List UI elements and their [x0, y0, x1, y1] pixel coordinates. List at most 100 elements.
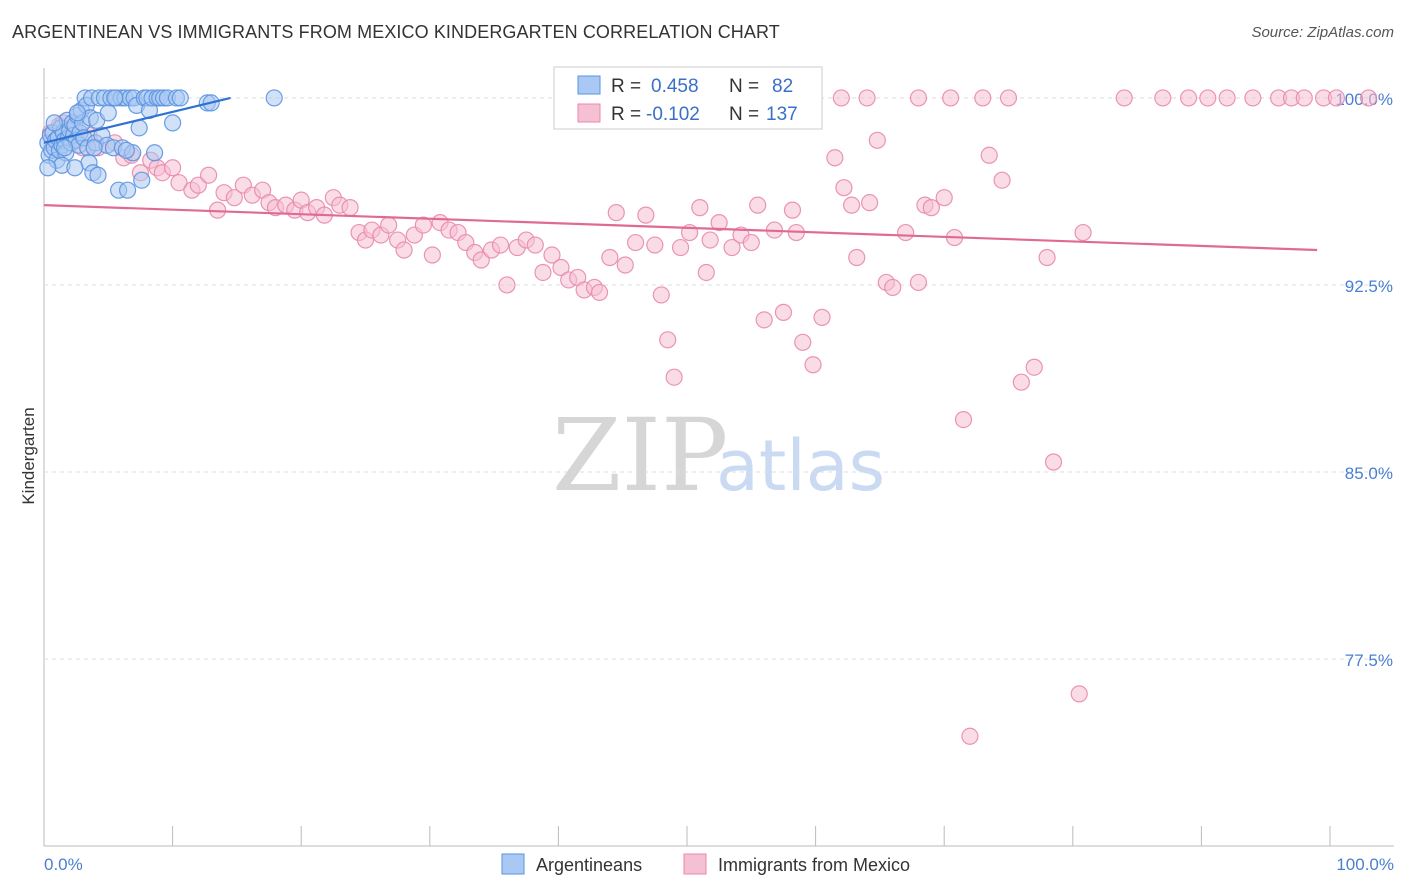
mexico-point-121: [999, 89, 1018, 107]
argentinean-point-78: [68, 104, 87, 122]
argentinean-point-71: [265, 89, 283, 107]
legend-r-label-2: R =: [611, 104, 641, 125]
series-legend-label-argentineans: Argentineans: [536, 855, 642, 875]
y-tick-labels: 100.0%92.5%85.0%77.5%: [1335, 90, 1393, 670]
mexico-point-20: [225, 189, 243, 207]
mexico-point-90: [804, 356, 822, 374]
argentinean-point-61: [145, 144, 164, 162]
mexico-point-66: [607, 204, 625, 222]
y-tick-label-2: 85.0%: [1345, 464, 1393, 483]
mexico-point-70: [646, 236, 664, 254]
mexico-point-118: [909, 89, 928, 107]
y-tick-label-1: 92.5%: [1345, 277, 1393, 296]
argentinean-point-50: [118, 181, 137, 199]
mexico-point-99: [884, 278, 902, 297]
legend-n-label-1: N =: [729, 76, 759, 97]
mexico-point-80: [723, 238, 741, 257]
mexico-point-77: [697, 263, 715, 282]
mexico-point-125: [1199, 89, 1217, 107]
mexico-point-16: [189, 176, 207, 194]
mexico-point-132: [1327, 89, 1346, 107]
mexico-point-120: [974, 89, 992, 107]
mexico-point-115: [1074, 223, 1092, 242]
series-legend-swatch-mexico: [683, 853, 707, 875]
mexico-point-34: [341, 199, 359, 217]
mexico-point-82: [742, 233, 760, 252]
mexico-point-67: [616, 256, 634, 274]
series-argentineans: [39, 89, 283, 199]
trend-lines: [43, 96, 1318, 252]
mexico-point-73: [665, 368, 683, 386]
mexico-point-74: [671, 238, 690, 257]
x-tick-label-start: 0.0%: [44, 855, 83, 874]
mexico-point-124: [1179, 89, 1198, 107]
mexico-point-110: [1012, 373, 1030, 391]
mexico-point-93: [835, 179, 853, 197]
mexico-point-76: [691, 199, 709, 217]
legend-swatch-pink: [577, 103, 601, 123]
mexico-point-83: [749, 196, 767, 214]
legend-swatch-blue: [577, 75, 601, 95]
mexico-point-68: [626, 233, 645, 252]
mexico-point-41: [395, 241, 413, 259]
mexico-point-119: [942, 89, 960, 107]
argentinean-point-73: [66, 159, 84, 177]
mexico-point-86: [774, 303, 793, 321]
legend-n-value-1: 82: [772, 76, 793, 97]
watermark-zip: ZIP: [552, 397, 728, 514]
argentinean-point-79: [85, 139, 103, 157]
x-tick-label-end: 100.0%: [1336, 855, 1394, 874]
argentinean-point-68: [171, 89, 189, 107]
mexico-point-126: [1218, 89, 1236, 107]
mexico-point-111: [1025, 358, 1043, 376]
argentinean-point-81: [45, 114, 63, 132]
mexico-point-56: [526, 236, 544, 254]
mexico-point-122: [1115, 89, 1133, 107]
mexico-point-17: [200, 166, 218, 184]
mexico-point-79: [710, 214, 728, 232]
mexico-point-84: [755, 311, 773, 329]
argentinean-point-80: [106, 89, 124, 107]
mexico-point-103: [922, 199, 940, 217]
argentinean-point-66: [164, 114, 182, 132]
mexico-point-72: [659, 331, 677, 349]
series-legend: Argentineans Immigrants from Mexico: [501, 853, 910, 875]
mexico-point-57: [534, 263, 552, 282]
mexico-point-87: [783, 201, 802, 219]
mexico-point-64: [590, 283, 609, 302]
mexico-point-78: [701, 231, 719, 249]
argentinean-point-76: [39, 159, 57, 177]
argentinean-point-77: [55, 139, 74, 157]
mexico-point-108: [980, 146, 998, 164]
argentinean-point-74: [89, 166, 107, 184]
legend-n-value-2: 137: [766, 104, 798, 125]
mexico-point-100: [897, 223, 915, 242]
mexico-point-106: [954, 410, 973, 429]
mexico-point-14: [170, 174, 188, 192]
mexico-point-123: [1154, 89, 1172, 107]
x-tick-marks: [43, 826, 1331, 846]
mexico-point-39: [380, 216, 398, 234]
mexico-point-53: [498, 276, 516, 294]
mexico-point-89: [794, 333, 812, 351]
argentinean-point-75: [117, 141, 135, 159]
trend-line-argentinean: [43, 96, 231, 144]
mexico-point-44: [423, 246, 441, 264]
mexico-point-52: [491, 236, 510, 254]
y-tick-label-3: 77.5%: [1345, 651, 1393, 670]
mexico-point-96: [861, 194, 879, 212]
trend-line-mexico: [43, 204, 1318, 252]
mexico-point-101: [909, 273, 928, 292]
mexico-point-112: [1038, 248, 1056, 267]
mexico-point-104: [935, 189, 953, 207]
legend-n-label-2: N =: [729, 104, 759, 125]
mexico-point-50: [472, 251, 490, 269]
mexico-point-114: [1070, 685, 1088, 703]
legend-r-value-1: 0.458: [651, 76, 699, 97]
mexico-point-107: [961, 727, 979, 745]
mexico-point-13: [164, 159, 182, 177]
chart-title: ARGENTINEAN VS IMMIGRANTS FROM MEXICO KI…: [12, 22, 780, 42]
mexico-point-91: [813, 308, 831, 326]
argentinean-point-42: [99, 104, 117, 122]
series-legend-swatch-argentineans: [501, 853, 525, 875]
